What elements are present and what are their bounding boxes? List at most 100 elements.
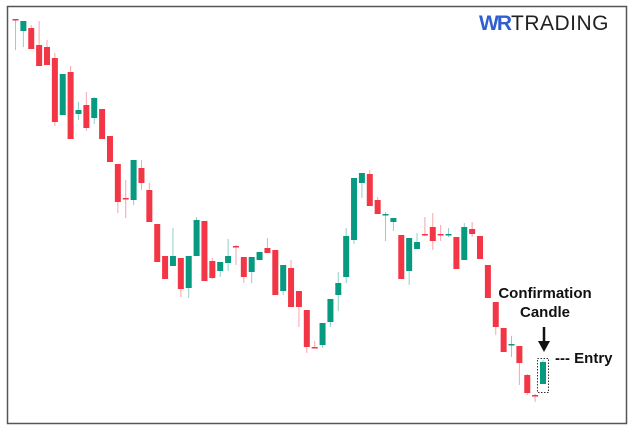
candle-body xyxy=(492,302,499,327)
candle-body xyxy=(114,164,121,202)
candle-body xyxy=(437,234,444,236)
candle xyxy=(114,164,121,213)
candle-body xyxy=(83,105,90,128)
candle xyxy=(335,272,342,311)
candle xyxy=(374,197,381,214)
candle-body xyxy=(406,238,413,271)
candle xyxy=(193,217,200,256)
candle-body xyxy=(177,258,184,289)
candle-body xyxy=(169,256,176,266)
candle xyxy=(248,257,255,283)
candle-body xyxy=(429,227,436,241)
candle xyxy=(532,394,539,402)
candle-body xyxy=(453,237,460,269)
candle-body xyxy=(351,178,358,240)
candle-body xyxy=(99,109,106,139)
candle xyxy=(366,170,373,206)
candle-body xyxy=(217,262,224,271)
candle xyxy=(99,109,106,139)
candle xyxy=(508,336,515,357)
logo: WR TRADING xyxy=(479,12,609,35)
candle xyxy=(414,233,421,249)
candle xyxy=(303,310,310,353)
candle-body xyxy=(193,220,200,256)
candle-body xyxy=(335,283,342,295)
candle xyxy=(162,256,169,279)
candle xyxy=(461,223,468,260)
candle-body xyxy=(477,236,484,259)
candle xyxy=(169,228,176,266)
candle-body xyxy=(366,174,373,206)
candle xyxy=(201,221,208,281)
candle xyxy=(445,228,452,237)
candle-body xyxy=(421,234,428,236)
candle-body xyxy=(390,218,397,222)
candle-body xyxy=(162,256,169,279)
candle xyxy=(382,212,389,241)
candle-body xyxy=(122,198,129,200)
candle-body xyxy=(445,234,452,236)
candle-body xyxy=(508,344,515,346)
candle-body xyxy=(319,323,326,345)
candle xyxy=(130,160,137,205)
candle xyxy=(240,257,247,283)
candle-body xyxy=(75,110,82,114)
candle xyxy=(122,180,129,218)
candle-body xyxy=(288,268,295,307)
candle xyxy=(406,238,413,285)
candle xyxy=(516,346,523,385)
candle-body xyxy=(272,250,279,295)
confirmation-highlight-box xyxy=(537,358,549,393)
candle-body xyxy=(130,160,137,200)
candle-body xyxy=(311,347,318,349)
logo-brand: WR xyxy=(479,12,512,35)
candle-body xyxy=(540,362,546,384)
candle-body xyxy=(358,173,365,183)
candle xyxy=(138,160,145,190)
candle-body xyxy=(414,242,421,249)
candle xyxy=(232,245,239,265)
candle-body xyxy=(256,252,263,260)
candle-body xyxy=(12,19,19,21)
candle xyxy=(36,21,43,66)
down-arrow-icon xyxy=(538,327,550,352)
candle xyxy=(217,262,224,277)
candle-body xyxy=(51,58,58,122)
candle xyxy=(83,92,90,131)
candle-body xyxy=(43,47,50,65)
candle xyxy=(280,265,287,295)
candle xyxy=(469,222,476,237)
candle-body xyxy=(248,257,255,272)
candle xyxy=(524,374,531,395)
candle-body xyxy=(280,265,287,291)
candle xyxy=(264,238,271,253)
candle xyxy=(59,74,66,115)
candle xyxy=(51,53,58,126)
candle-body xyxy=(232,246,239,248)
annotation-candle: Candle xyxy=(520,304,570,321)
candle xyxy=(390,218,397,231)
candle xyxy=(358,173,365,198)
candle xyxy=(492,302,499,335)
candle-body xyxy=(469,229,476,234)
candle-body xyxy=(209,261,216,278)
candle-body xyxy=(295,291,302,307)
candle-body xyxy=(398,235,405,279)
candle xyxy=(28,25,35,49)
candle-body xyxy=(185,256,192,288)
candle xyxy=(225,239,232,271)
candle xyxy=(91,97,98,124)
candle-body xyxy=(516,346,523,363)
annotation-entry: --- Entry xyxy=(555,350,613,367)
candle xyxy=(343,228,350,283)
candle xyxy=(12,19,19,50)
candle-body xyxy=(28,28,35,49)
candle xyxy=(154,224,161,262)
candle-body xyxy=(500,328,507,352)
candle-body xyxy=(225,256,232,263)
candle-body xyxy=(484,265,491,298)
candle xyxy=(540,360,546,384)
candles xyxy=(12,19,546,402)
candle-body xyxy=(343,236,350,277)
